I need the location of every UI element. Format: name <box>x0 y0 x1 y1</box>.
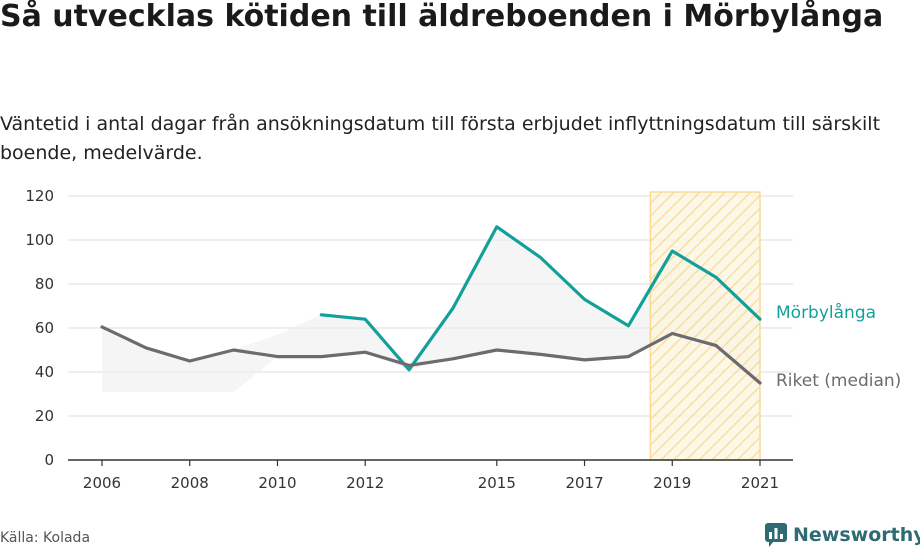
highlight-layer <box>649 191 761 461</box>
data-point-riket-median-2010 <box>276 355 279 358</box>
data-point-mörbylånga-2016 <box>539 256 542 259</box>
highlight-range <box>649 191 761 461</box>
data-point-mörbylånga-2013 <box>408 369 410 371</box>
data-point-mörbylånga-2015 <box>496 226 498 228</box>
range-band <box>102 226 760 392</box>
data-point-mörbylånga-2011 <box>320 314 323 316</box>
data-point-riket-median-2019 <box>671 332 674 335</box>
data-point-riket-median-2013 <box>408 364 410 367</box>
data-point-riket-median-2009 <box>232 349 235 351</box>
series-line-riket-median <box>100 325 762 385</box>
data-point-riket-median-2018 <box>627 355 630 358</box>
data-point-mörbylånga-2017 <box>583 298 586 301</box>
chart-subtitle: Väntetid i antal dagar från ansökningsda… <box>0 113 881 164</box>
y-tick-label-0: 0 <box>44 451 54 469</box>
x-tick-label-2012: 2012 <box>346 474 384 492</box>
data-point-riket-median-2021 <box>759 382 761 384</box>
series-labels: Mörbylånga Riket (median) <box>776 302 901 391</box>
data-point-riket-median-2015 <box>496 349 498 351</box>
x-tick-label-2006: 2006 <box>83 474 121 492</box>
y-tick-label-60: 60 <box>35 319 54 337</box>
data-point-mörbylånga-2019 <box>671 250 674 252</box>
x-tick-label-2008: 2008 <box>171 474 209 492</box>
source-note: Källa: Kolada <box>0 530 91 546</box>
data-point-riket-median-2007 <box>145 347 147 349</box>
series-label-mörbylånga: Mörbylånga <box>776 302 876 323</box>
axes: 0 20 40 60 80 100 120 2006 2008 2010 2012 2015 2017 2… <box>25 187 793 492</box>
y-tick-label-100: 100 <box>25 231 54 249</box>
x-tick-label-2010: 2010 <box>258 474 296 492</box>
data-point-riket-median-2016 <box>539 353 542 356</box>
data-point-riket-median-2014 <box>452 358 454 360</box>
series-label-riket-median: Riket (median) <box>776 371 901 391</box>
x-tick-label-2019: 2019 <box>653 474 691 492</box>
y-tick-label-80: 80 <box>35 275 54 293</box>
data-point-riket-median-2008 <box>188 360 191 362</box>
data-point-riket-median-2011 <box>320 355 323 358</box>
band-layer <box>102 226 760 392</box>
x-tick-label-2017: 2017 <box>565 474 603 492</box>
data-point-riket-median-2012 <box>364 351 367 354</box>
data-point-mörbylånga-2012 <box>364 318 367 321</box>
data-point-riket-median-2020 <box>715 344 717 347</box>
data-point-mörbylånga-2018 <box>627 325 630 327</box>
newsworthy-logo-icon <box>765 523 787 547</box>
data-point-riket-median-2006 <box>101 326 103 328</box>
y-tick-label-120: 120 <box>25 187 54 205</box>
data-point-mörbylånga-2021 <box>759 318 761 321</box>
y-tick-label-40: 40 <box>35 363 54 381</box>
brand-logo: Newsworthy <box>765 521 920 549</box>
series-layer <box>100 225 762 385</box>
data-point-mörbylånga-2014 <box>452 307 454 310</box>
data-point-mörbylånga-2020 <box>715 276 717 279</box>
x-tick-label-2015: 2015 <box>478 474 516 492</box>
x-tick-label-2021: 2021 <box>741 474 779 492</box>
chart-title: Så utvecklas kötiden till äldreboenden i… <box>0 0 884 34</box>
y-tick-label-20: 20 <box>35 407 54 425</box>
data-point-riket-median-2017 <box>583 359 586 361</box>
brand-name: Newsworthy <box>793 524 920 546</box>
